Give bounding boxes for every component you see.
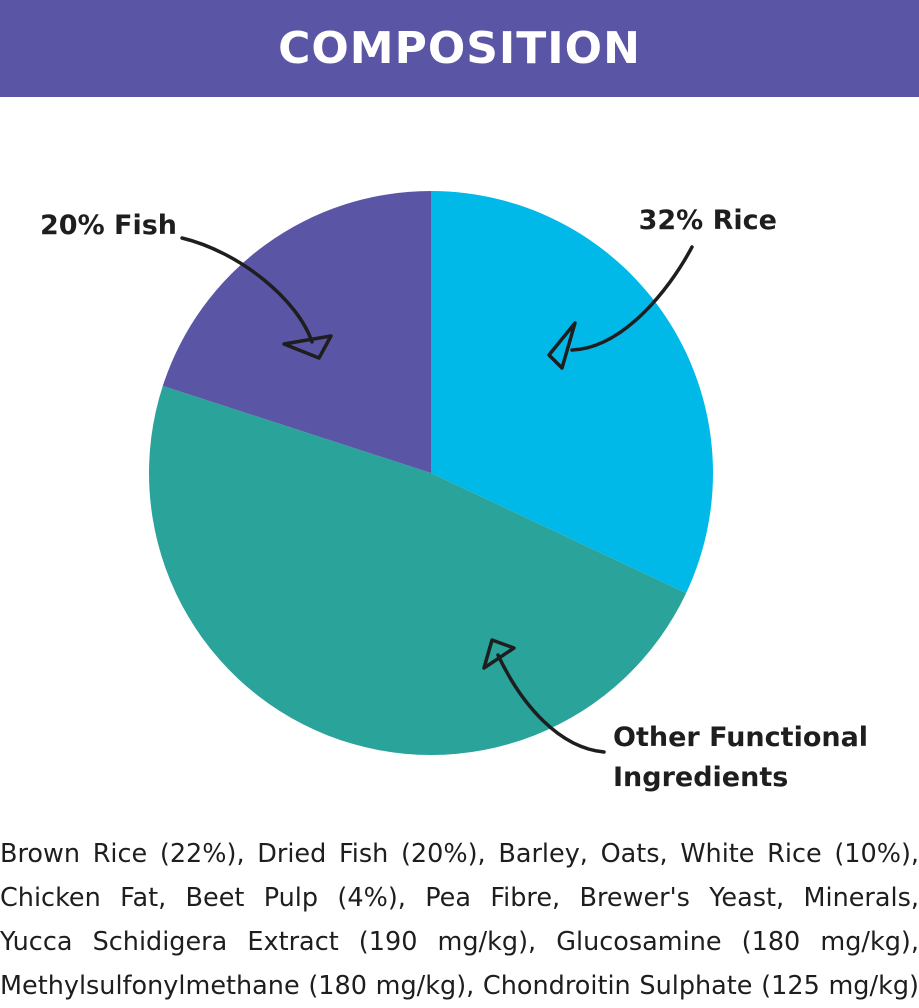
- ingredients-line: Yucca Schidigera Extract (190 mg/kg), Gl…: [0, 927, 919, 957]
- composition-pie-chart: 32% Rice 20% Fish Other Functional Ingre…: [40, 191, 868, 793]
- pie-slice-32-rice: [431, 191, 713, 594]
- fish-pointer-arrowhead: [282, 334, 333, 360]
- rice-pointer-arrow: [570, 245, 694, 352]
- slice-labels: 32% Rice 20% Fish Other Functional Ingre…: [40, 205, 868, 793]
- pie-slices: [148, 191, 713, 755]
- ingredients-line: Chicken Fat, Beet Pulp (4%), Pea Fibre, …: [0, 883, 919, 913]
- other-slice-label-line1: Other Functional: [613, 722, 868, 753]
- pie-slice-other-functional-ingredients: [148, 385, 687, 755]
- pie-slice-20-fish: [162, 191, 432, 473]
- fish-pointer-arrow: [180, 236, 314, 344]
- other-pointer-arrow: [496, 653, 606, 754]
- rice-pointer-arrowhead: [547, 321, 577, 370]
- page-title: COMPOSITION: [278, 23, 641, 74]
- other-pointer-arrowhead: [482, 638, 516, 670]
- header-banner: COMPOSITION: [0, 0, 919, 97]
- other-slice-label-line2: Ingredients: [613, 762, 788, 793]
- ingredients-line: Brown Rice (22%), Dried Fish (20%), Barl…: [0, 839, 919, 869]
- fish-slice-label: 20% Fish: [40, 210, 177, 241]
- ingredients-list: Brown Rice (22%), Dried Fish (20%), Barl…: [0, 832, 919, 1008]
- ingredients-line: Methylsulfonylmethane (180 mg/kg), Chond…: [0, 971, 919, 1001]
- rice-slice-label: 32% Rice: [639, 205, 777, 236]
- pointer-arrows: [180, 236, 694, 754]
